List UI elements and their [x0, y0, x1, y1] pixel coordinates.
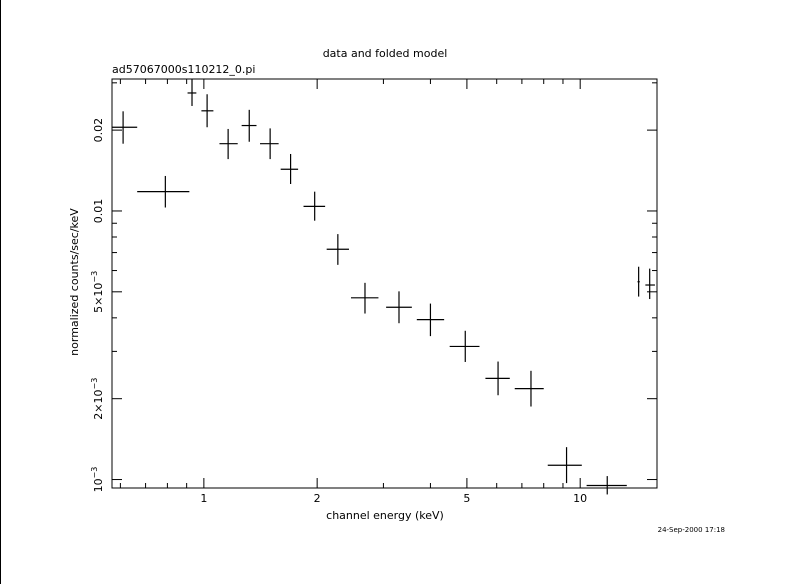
y-tick-label: 0.02 — [92, 118, 105, 143]
chart-subtitle: ad57067000s110212_0.pi — [112, 63, 255, 76]
data-point — [637, 266, 640, 297]
data-point — [645, 268, 655, 300]
data-point — [586, 476, 627, 495]
y-tick-label: 10−3 — [90, 467, 105, 493]
data-point — [416, 303, 445, 337]
data-point — [485, 361, 510, 396]
timestamp: 24-Sep-2000 17:18 — [658, 526, 725, 534]
data-point — [547, 447, 582, 484]
data-point — [514, 370, 544, 407]
y-axis-label: normalized counts/sec/keV — [68, 208, 81, 356]
data-point — [386, 291, 412, 324]
data-point — [241, 109, 257, 142]
data-point — [350, 282, 379, 314]
x-tick-label: 5 — [463, 492, 470, 505]
chart-title: data and folded model — [323, 47, 448, 60]
plot-frame — [111, 78, 658, 489]
x-axis-label: channel energy (keV) — [326, 509, 444, 522]
data-point — [219, 128, 238, 160]
window-left-edge — [0, 0, 1, 584]
x-tick-label: 1 — [200, 492, 207, 505]
y-axis-ticks: 10−3 2×10−3 5×10−3 0.01 0.02 — [90, 82, 657, 493]
data-series — [112, 79, 655, 495]
data-point — [137, 175, 190, 208]
data-point — [326, 234, 349, 265]
x-tick-label: 2 — [314, 492, 321, 505]
y-tick-label: 2×10−3 — [90, 378, 105, 420]
data-point — [280, 153, 299, 185]
data-point — [201, 94, 214, 128]
data-point — [303, 191, 326, 221]
data-point — [260, 128, 279, 160]
x-tick-label: 10 — [573, 492, 587, 505]
data-point — [187, 79, 197, 106]
y-tick-label: 0.01 — [92, 199, 105, 224]
data-point — [449, 330, 480, 362]
y-tick-label: 5×10−3 — [90, 271, 105, 313]
data-point — [112, 111, 138, 144]
x-axis-ticks: 1 2 5 10 — [119, 79, 587, 505]
